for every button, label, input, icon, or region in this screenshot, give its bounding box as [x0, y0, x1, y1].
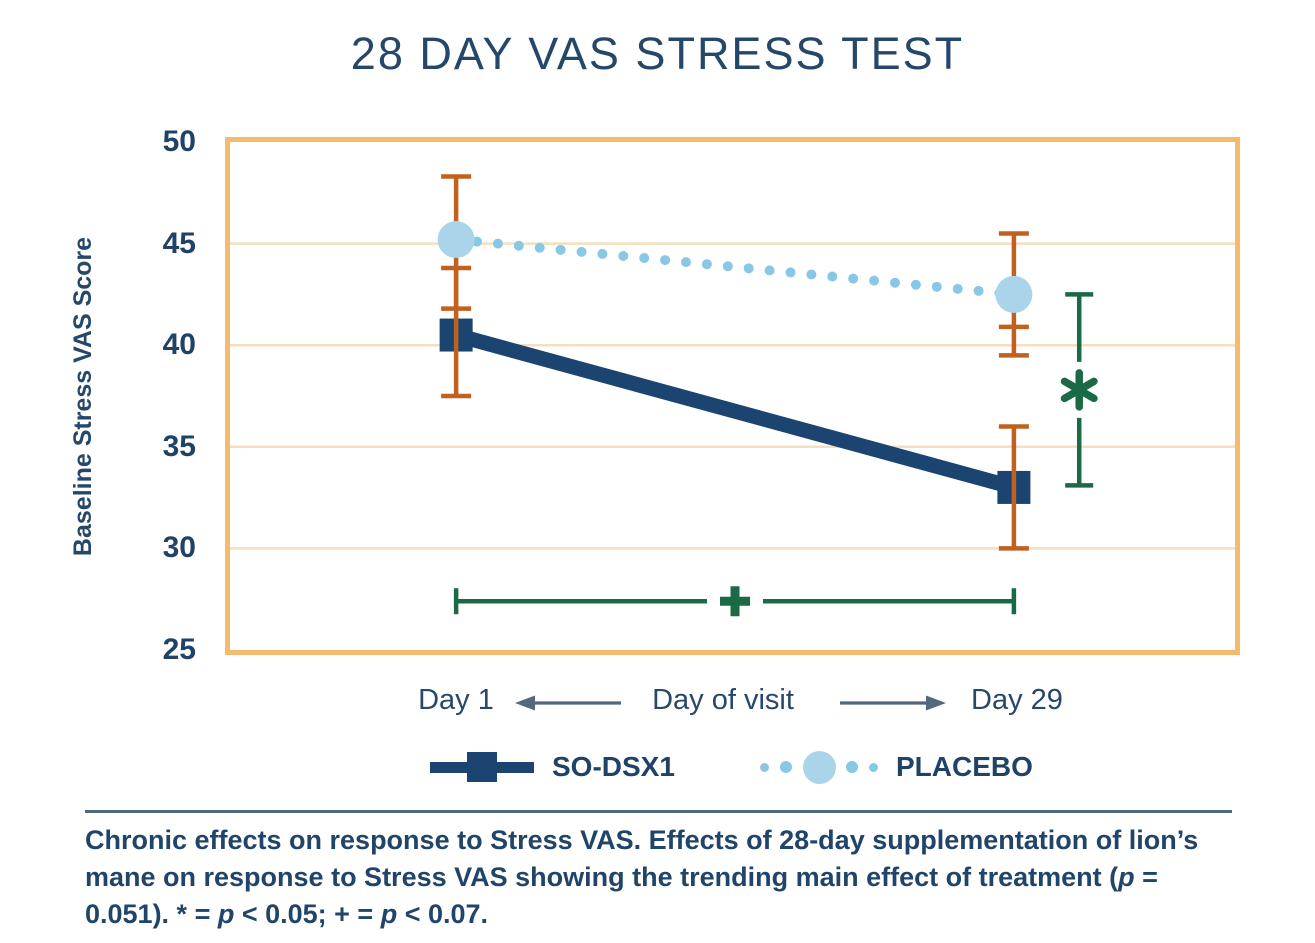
legend-item-placebo: PLACEBO: [760, 748, 1033, 786]
y-axis-title: Baseline Stress VAS Score: [69, 236, 98, 556]
legend-label-so-dsx1: SO-DSX1: [552, 751, 675, 782]
arrow-right-icon: [840, 695, 946, 711]
legend-swatch-solid-line-square: [430, 748, 534, 786]
series-line-so-dsx1: [454, 327, 1016, 495]
marker-circle-placebo: [437, 221, 475, 259]
chart-title: 28 DAY VAS STRESS TEST: [350, 28, 965, 79]
plot-area: [225, 137, 1240, 655]
legend-swatch-dotted-line-circle: [760, 750, 878, 784]
asterisk-symbol: [1060, 377, 1098, 403]
legend-label-placebo: PLACEBO: [896, 751, 1033, 782]
figure-caption: Chronic effects on response to Stress VA…: [85, 825, 1199, 929]
y-tick-40: 40: [162, 328, 196, 362]
y-tick-35: 35: [162, 429, 196, 463]
legend-item-so-dsx1: SO-DSX1: [430, 748, 675, 786]
marker-circle-placebo: [995, 275, 1033, 313]
x-tick-day-1: Day 1: [418, 684, 494, 716]
x-tick-day-29: Day 29: [971, 684, 1063, 716]
arrow-left-icon: [515, 695, 621, 711]
y-tick-30: 30: [162, 531, 196, 565]
series-line-placebo: [451, 234, 1019, 300]
x-axis-title: Day of visit: [652, 684, 794, 716]
y-tick-50: 50: [162, 125, 196, 158]
y-tick-45: 45: [162, 226, 196, 260]
y-axis-tick-labels: 50 45 40 35 30 25: [130, 125, 210, 666]
caption-divider: [85, 810, 1232, 813]
y-tick-25: 25: [162, 633, 196, 666]
plot-canvas: [230, 174, 1235, 617]
